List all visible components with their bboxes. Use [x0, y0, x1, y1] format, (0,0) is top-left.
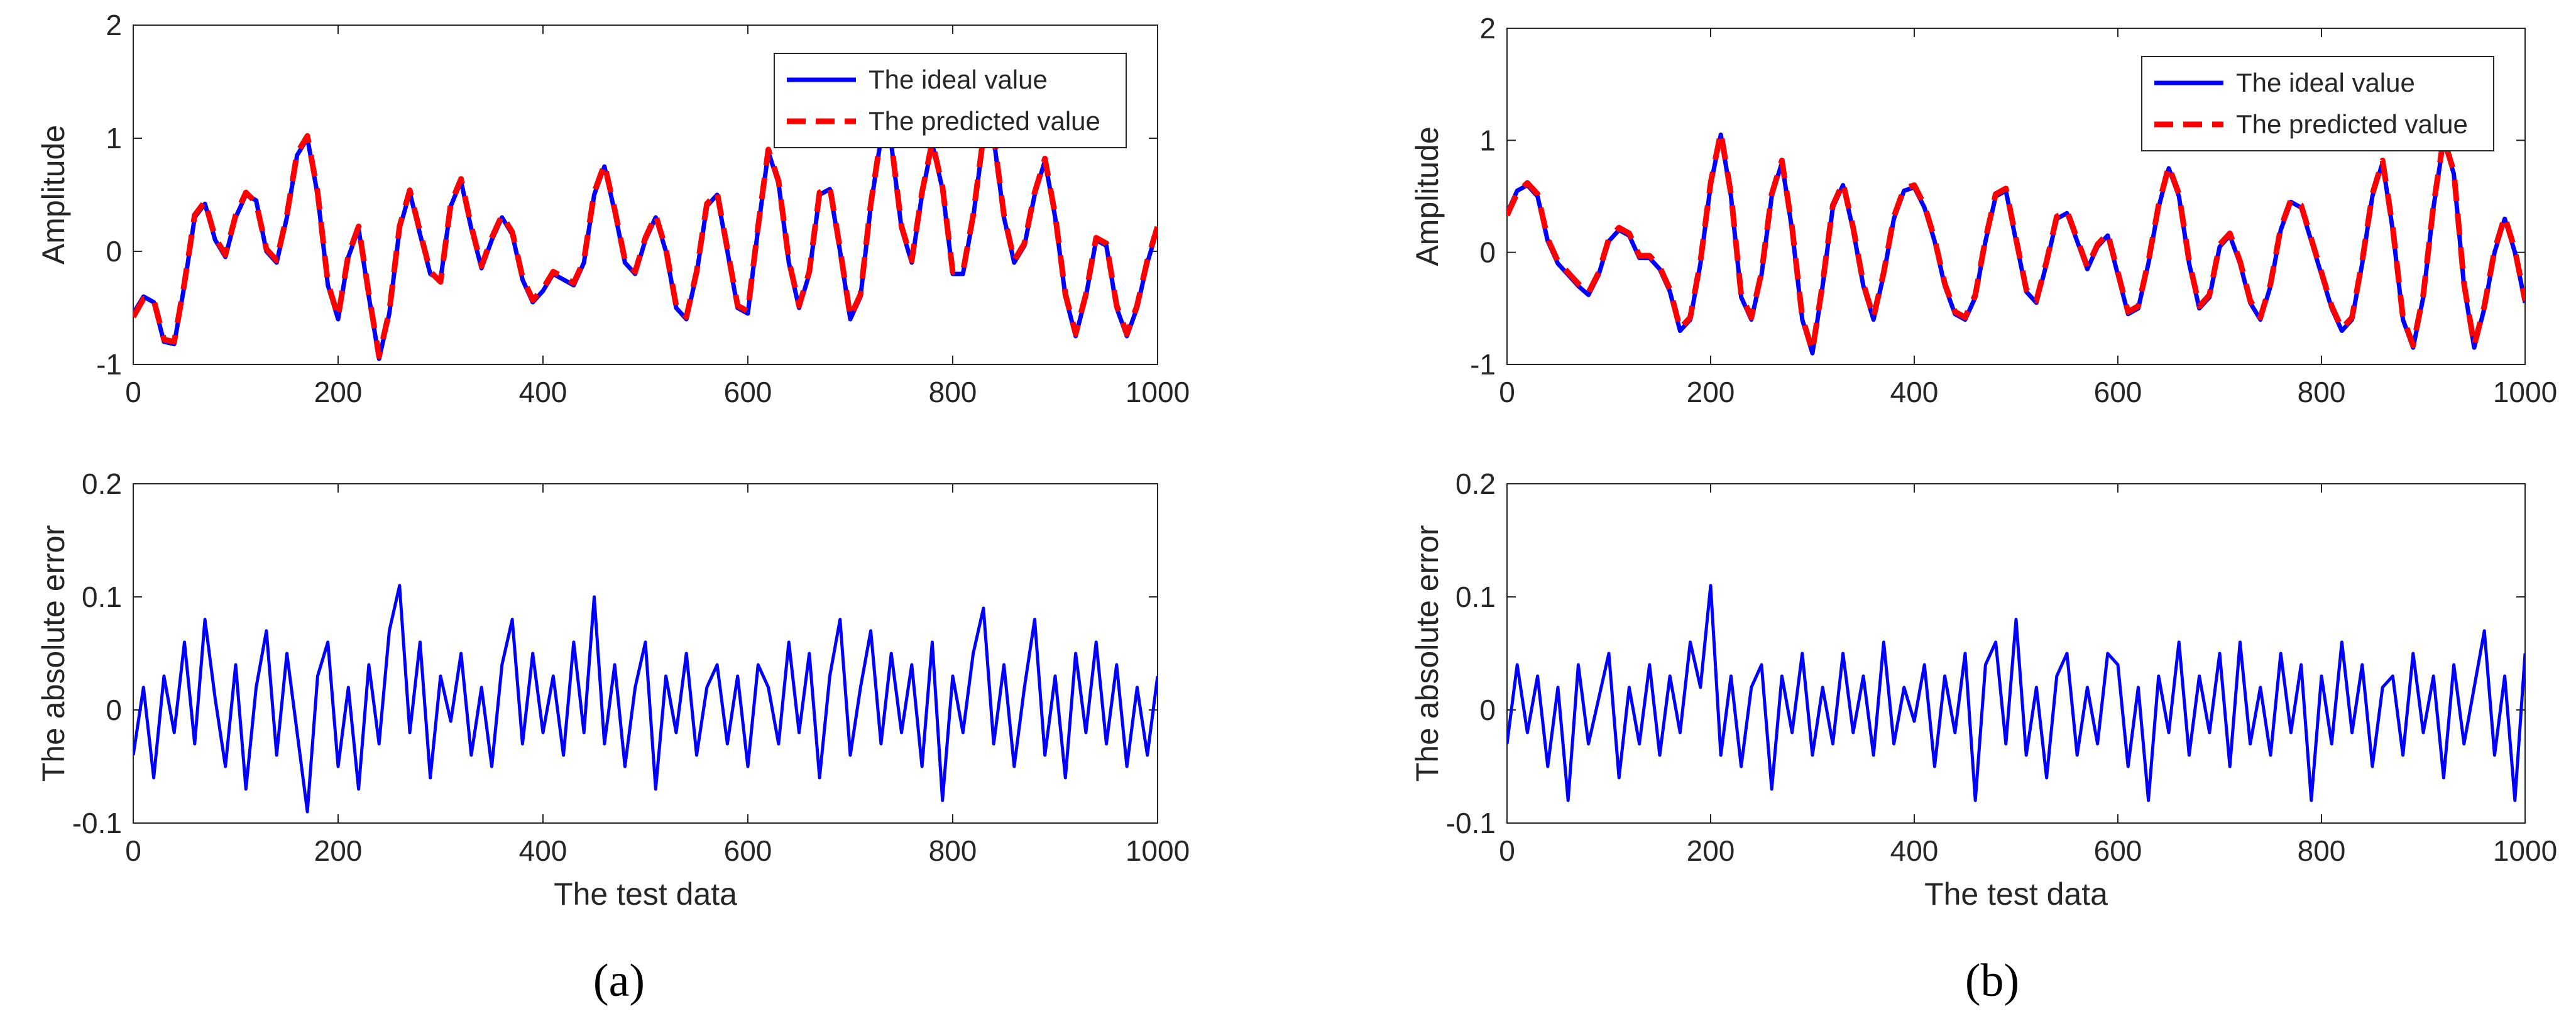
- panel-a-amplitude-xtick-label: 800: [929, 376, 977, 408]
- panel-b-error-xtick-label: 0: [1499, 834, 1515, 867]
- panel-b-error-xtick-label: 1000: [2493, 834, 2557, 867]
- panel-b-error-xtick-label: 600: [2094, 834, 2142, 867]
- panel-a-amplitude-ytick-label: 2: [106, 9, 122, 41]
- panel-b-amplitude-ytick-label: -1: [1470, 348, 1496, 381]
- panel-b-error-xtick-label: 200: [1687, 834, 1735, 867]
- panel-b-amplitude-xtick-label: 200: [1687, 376, 1735, 408]
- panel-a-caption: (a): [593, 955, 645, 1007]
- panel-a-error-xtick-label: 1000: [1126, 834, 1190, 867]
- panel-a-amplitude-xtick-label: 200: [314, 376, 363, 408]
- panel-a-error-ytick-label: 0: [106, 694, 122, 726]
- panel-b-error-axes-box: [1506, 483, 2526, 824]
- panel-b-error-xtick-label: 800: [2298, 834, 2346, 867]
- panel-b-error-ylabel: The absolute error: [1410, 525, 1445, 782]
- panel-a-error-ytick-label: 0.1: [82, 581, 122, 613]
- panel-b-error-ytick-label: 0.2: [1455, 467, 1496, 500]
- panel-a-error-xtick-label: 200: [314, 834, 363, 867]
- panel-a-amplitude-legend-label: The predicted value: [869, 106, 1100, 136]
- panel-b-amplitude-ytick-label: 2: [1479, 12, 1496, 45]
- panel-b-amplitude-xtick-label: 800: [2298, 376, 2346, 408]
- panel-b-error-xtick-label: 400: [1890, 834, 1939, 867]
- panel-a-error-xtick-label: 600: [724, 834, 772, 867]
- panel-b-amplitude-ytick-label: 0: [1479, 236, 1496, 269]
- panel-a-amplitude-xtick-label: 1000: [1126, 376, 1190, 408]
- panel-b-error-xlabel: The test data: [1924, 876, 2108, 912]
- panel-a-amplitude-xtick-label: 600: [724, 376, 772, 408]
- panel-a-amplitude-xtick-label: 400: [519, 376, 567, 408]
- panel-a-error-ylabel: The absolute error: [36, 525, 71, 782]
- panel-b-error-series-ideal: [1507, 584, 2525, 802]
- panel-a-error-xtick-label: 0: [125, 834, 141, 867]
- panel-b-amplitude-legend-label: The predicted value: [2236, 109, 2468, 139]
- panel-a-error-xlabel: The test data: [554, 876, 737, 912]
- panel-b-error-ytick-label: 0: [1479, 694, 1496, 726]
- panel-a-amplitude-ytick-label: 1: [106, 122, 122, 155]
- panel-a-error-xtick-label: 800: [929, 834, 977, 867]
- panel-b-caption: (b): [1965, 955, 2019, 1007]
- panel-a-amplitude-ytick-label: -1: [96, 348, 122, 381]
- panel-b-amplitude-legend-label: The ideal value: [2236, 68, 2415, 97]
- panel-a-error-ytick-label: -0.1: [72, 807, 122, 839]
- panel-a-error-xtick-label: 400: [519, 834, 567, 867]
- panel-b-amplitude-legend: [2141, 56, 2494, 151]
- panel-b-amplitude-xtick-label: 0: [1499, 376, 1515, 408]
- panel-a-error-series-ideal: [133, 584, 1158, 814]
- panel-b-amplitude-ylabel: Amplitude: [1410, 126, 1445, 266]
- panel-a-amplitude-xtick-label: 0: [125, 376, 141, 408]
- panel-b-error-ytick-label: 0.1: [1455, 581, 1496, 613]
- panel-b-amplitude-ytick-label: 1: [1479, 124, 1496, 156]
- panel-b-amplitude-xtick-label: 1000: [2493, 376, 2557, 408]
- panel-a-amplitude-ytick-label: 0: [106, 235, 122, 268]
- panel-b-amplitude-xtick-label: 600: [2094, 376, 2142, 408]
- panel-a-amplitude-ylabel: Amplitude: [36, 125, 71, 265]
- panel-a-amplitude-legend-label: The ideal value: [869, 65, 1048, 94]
- panel-b-amplitude-xtick-label: 400: [1890, 376, 1939, 408]
- panel-b-amplitude-series-predicted: [1507, 129, 2525, 354]
- panel-b-error-ytick-label: -0.1: [1446, 807, 1496, 839]
- panel-a-error-ytick-label: 0.2: [82, 467, 122, 500]
- panel-a-amplitude-legend: [774, 53, 1127, 148]
